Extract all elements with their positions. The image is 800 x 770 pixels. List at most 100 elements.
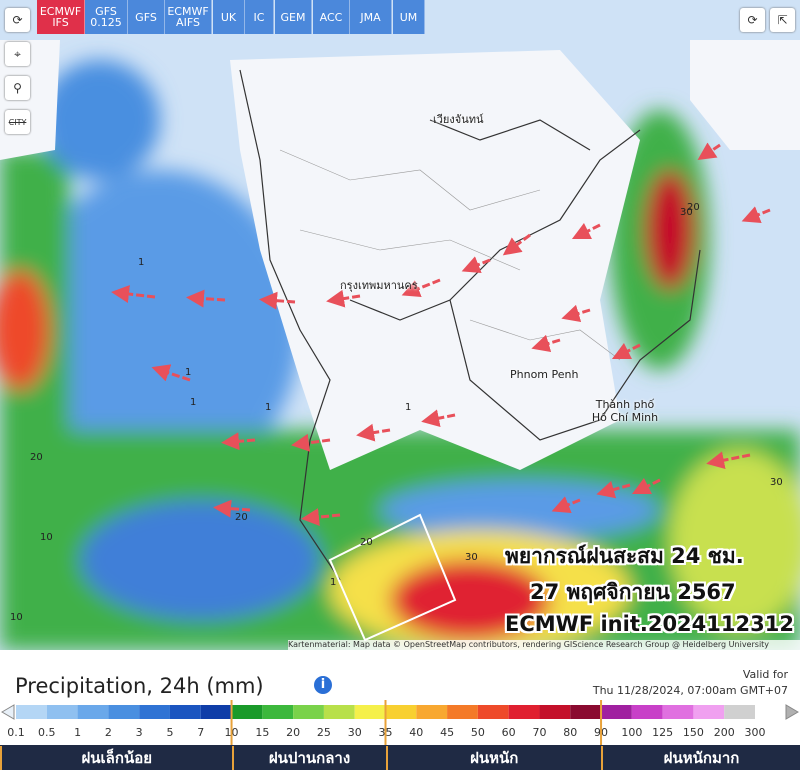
scale-tick-label: 25 — [317, 726, 331, 739]
scale-cell — [323, 705, 355, 719]
scale-tick-label: 5 — [166, 726, 173, 739]
model-button[interactable]: ECMWF IFS — [37, 0, 85, 34]
wind-arrow — [401, 278, 441, 298]
wind-arrow — [551, 496, 581, 514]
wind-arrow — [631, 477, 661, 495]
contour-label: 1 — [185, 367, 191, 378]
rain-category: ฝนหนักมาก — [601, 746, 800, 770]
scale-tick-label: 40 — [409, 726, 423, 739]
contour-label: 1 — [190, 397, 196, 408]
contour-label: 20 — [360, 537, 373, 548]
contour-label: 1 — [138, 257, 144, 268]
attribution: Kartenmaterial: Map data © OpenStreetMap… — [288, 640, 800, 650]
zoom-button[interactable]: ⚲ — [5, 76, 30, 100]
model-button[interactable]: ACC — [313, 0, 350, 34]
model-button[interactable]: GFS — [128, 0, 165, 34]
scale-tick-label: 150 — [683, 726, 704, 739]
model-button[interactable]: GFS 0.125 — [85, 0, 128, 34]
legend-title: Precipitation, 24h (mm) — [15, 674, 264, 698]
refresh-button[interactable]: ⟳ — [5, 8, 30, 32]
scale-tick-label: 1 — [74, 726, 81, 739]
wind-arrow — [326, 289, 361, 308]
valid-label: Valid for — [742, 668, 788, 681]
scale-tick-label: 2 — [105, 726, 112, 739]
wind-arrow — [151, 364, 191, 382]
wind-arrow — [291, 433, 331, 452]
place-label: เวียงจันทน์ — [433, 113, 484, 126]
category-band — [0, 745, 800, 770]
contour-label: 20 — [30, 452, 43, 463]
valid-time: Thu 11/28/2024, 07:00am GMT+07 — [592, 684, 788, 697]
wind-arrow — [561, 304, 591, 323]
wind-arrow — [741, 206, 771, 224]
scale-tick-label: 15 — [255, 726, 269, 739]
overlay-title: พยากรณ์ฝนสะสม 24 ชม. — [505, 544, 744, 568]
scale-cell — [508, 705, 540, 719]
scale-tick-label: 300 — [745, 726, 766, 739]
model-button[interactable]: JMA — [350, 0, 392, 34]
contour-label: 20 — [687, 202, 700, 213]
scale-cell — [539, 705, 571, 719]
wind-arrow — [611, 342, 641, 360]
scale-cell — [693, 705, 725, 719]
scale-cell — [631, 705, 663, 719]
scale-tick-label: 20 — [286, 726, 300, 739]
model-button[interactable]: ECMWF AIFS — [165, 0, 212, 34]
model-button[interactable]: GEM — [275, 0, 312, 34]
scale-cell — [354, 705, 386, 719]
contour-label: 30 — [770, 477, 783, 488]
scale-tick-label: 70 — [532, 726, 546, 739]
scale-tick-label: 3 — [136, 726, 143, 739]
share-button[interactable]: ⇱ — [770, 8, 795, 32]
model-button[interactable]: UM — [393, 0, 425, 34]
info-button[interactable]: i — [314, 676, 332, 694]
city-toggle[interactable]: CITY — [5, 110, 30, 134]
model-button[interactable]: IC — [245, 0, 274, 34]
wind-arrow — [571, 222, 601, 240]
scale-cell — [416, 705, 448, 719]
wind-arrow — [461, 256, 491, 274]
wind-arrow — [697, 142, 721, 160]
wind-arrow — [531, 334, 561, 353]
scale-cell — [16, 705, 47, 719]
model-button[interactable]: UK — [213, 0, 245, 34]
scale-cell — [46, 705, 78, 719]
contour-label: 1 — [330, 577, 336, 588]
overlay-init: ECMWF init.2024112312 — [505, 612, 794, 636]
place-label: Phnom Penh — [510, 368, 579, 381]
scale-tick-label: 45 — [440, 726, 454, 739]
wind-arrow — [596, 480, 631, 499]
reload-button[interactable]: ⟳ — [740, 8, 765, 32]
color-scale: 0.10.51235710152025303540455060708090100… — [1, 700, 799, 745]
scale-cell — [385, 705, 417, 719]
rain-category: ฝนเล็กน้อย — [0, 746, 232, 770]
scale-cell — [169, 705, 201, 719]
contour-label: 30 — [465, 552, 478, 563]
place-label: Thành phố Hồ Chí Minh — [591, 398, 659, 424]
location-button[interactable]: ⌖ — [5, 42, 30, 66]
place-label: กรุงเทพมหานคร — [340, 279, 418, 292]
scale-tick-label: 60 — [502, 726, 516, 739]
wind-arrow — [111, 285, 156, 303]
scale-cell — [293, 705, 324, 719]
scale-tick-label: 125 — [652, 726, 673, 739]
scale-cell — [108, 705, 140, 719]
scale-tick-label: 0.1 — [7, 726, 25, 739]
contour-label: 10 — [10, 612, 23, 623]
scale-cell — [77, 705, 109, 719]
scale-cell — [447, 705, 478, 719]
scale-cell — [231, 705, 263, 719]
scale-tick-label: 100 — [621, 726, 642, 739]
scale-tick-label: 0.5 — [38, 726, 56, 739]
contour-label: 30 — [680, 207, 693, 218]
scale-cell — [477, 705, 509, 719]
contour-label: 1 — [405, 402, 411, 413]
wind-arrow — [213, 499, 251, 518]
scale-cell — [139, 705, 170, 719]
scale-tick-label: 80 — [563, 726, 577, 739]
scale-tick-label: 7 — [197, 726, 204, 739]
wind-arrow — [502, 233, 531, 256]
contour-label: 1 — [265, 402, 271, 413]
